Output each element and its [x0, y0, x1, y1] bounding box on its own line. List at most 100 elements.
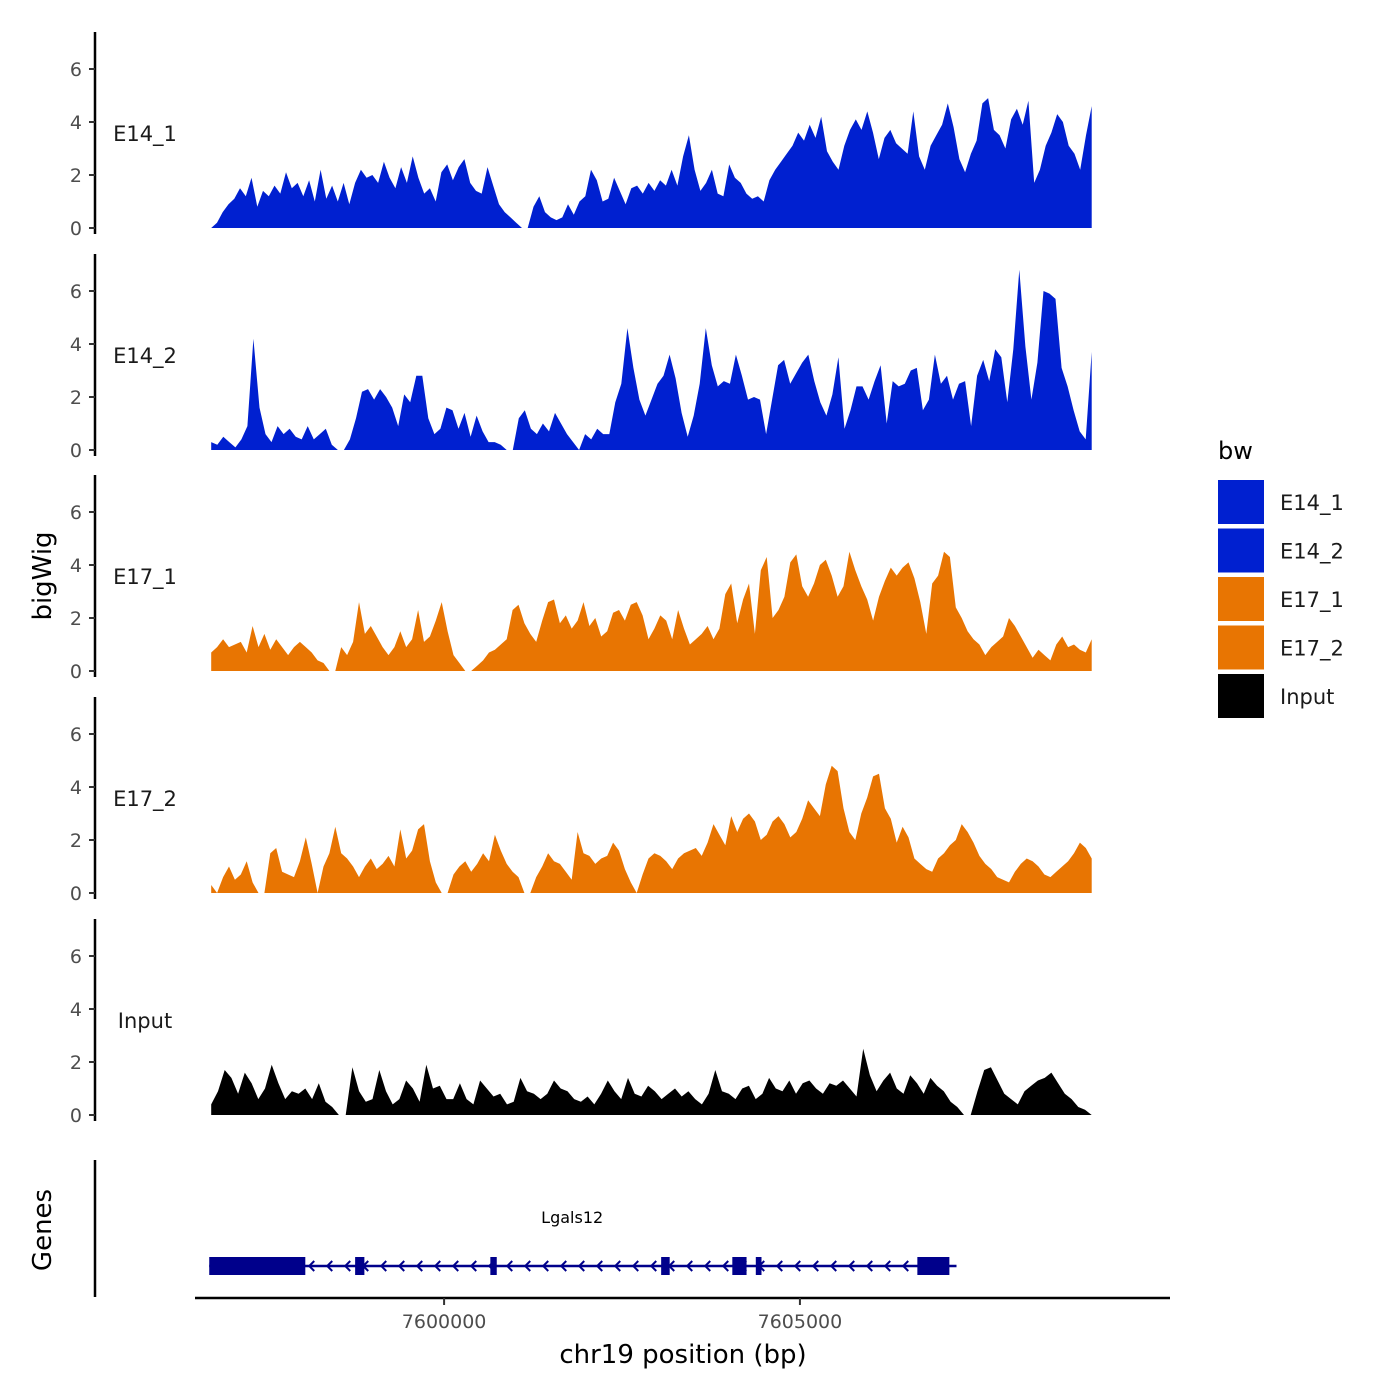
y-tick-label: 4: [70, 777, 82, 799]
y-tick-label: 4: [70, 999, 82, 1021]
y-tick-label: 0: [70, 883, 82, 905]
strand-chevron: [703, 1260, 711, 1272]
strand-chevron: [469, 1260, 477, 1272]
gene-track: Lgals12: [93, 1160, 957, 1297]
gene-exon: [732, 1257, 747, 1275]
legend-label: Input: [1280, 685, 1334, 709]
gene-exon: [661, 1257, 670, 1275]
x-tick-label: 7605000: [758, 1311, 843, 1333]
y-tick-label: 0: [70, 440, 82, 462]
track-E17_2: 0 2 4 6 E17_2: [70, 697, 1092, 905]
strand-chevron: [829, 1260, 837, 1272]
strand-chevron: [847, 1260, 855, 1272]
gene-exon: [490, 1257, 497, 1275]
track-E14_1: 0 2 4 6 E14_1: [70, 32, 1092, 240]
signal-area-Input: [211, 1048, 1092, 1115]
legend-label: E14_1: [1280, 491, 1344, 516]
gene-track-title: Genes: [28, 1189, 58, 1271]
track-label: E17_1: [113, 565, 177, 590]
strand-chevron: [577, 1260, 585, 1272]
track-Input: 0 2 4 6 Input: [70, 919, 1092, 1127]
legend: E14_1 E14_2 E17_1 E17_2 Input: [1218, 480, 1344, 718]
legend-label: E17_1: [1280, 588, 1344, 613]
track-label: E14_1: [113, 122, 177, 147]
strand-chevron: [631, 1260, 639, 1272]
legend-swatch: [1218, 674, 1264, 718]
strand-chevron: [451, 1260, 459, 1272]
gene-exon: [355, 1257, 365, 1275]
legend-entry-E14_2: E14_2: [1218, 528, 1344, 573]
y-tick-label: 0: [70, 1105, 82, 1127]
strand-chevron: [595, 1260, 603, 1272]
gene-Lgals12: Lgals12: [209, 1208, 957, 1275]
legend-label: E17_2: [1280, 637, 1344, 662]
y-tick-label: 6: [70, 502, 82, 524]
y-tick-label: 0: [70, 218, 82, 240]
gene-exon: [209, 1257, 306, 1275]
track-panels: 0 2 4 6 E14_1 0 2 4 6 E14_2 0 2 4 6 E17_1 0 2 4 6 E17_2 0 2 4 6…: [70, 32, 1092, 1127]
y-tick-label: 4: [70, 555, 82, 577]
strand-chevron: [379, 1260, 387, 1272]
strand-chevron: [811, 1260, 819, 1272]
strand-chevron: [343, 1260, 351, 1272]
strand-chevron: [397, 1260, 405, 1272]
y-tick-label: 6: [70, 281, 82, 303]
strand-chevron: [793, 1260, 801, 1272]
gene-name-label: Lgals12: [541, 1208, 603, 1227]
y-tick-label: 0: [70, 661, 82, 683]
legend-swatch: [1218, 625, 1264, 670]
track-label: E17_2: [113, 787, 177, 812]
strand-chevron: [901, 1260, 909, 1272]
legend-swatch: [1218, 577, 1264, 621]
legend-entry-Input: Input: [1218, 674, 1334, 718]
y-tick-label: 2: [70, 1052, 82, 1074]
strand-chevron: [685, 1260, 693, 1272]
strand-chevron: [307, 1260, 315, 1272]
strand-chevron: [613, 1260, 621, 1272]
strand-chevron: [775, 1260, 783, 1272]
strand-chevron: [649, 1260, 657, 1272]
signal-area-E17_2: [211, 765, 1092, 893]
strand-chevron: [415, 1260, 423, 1272]
y-axis-title: bigWig: [28, 531, 58, 620]
legend-entry-E14_1: E14_1: [1218, 480, 1344, 524]
legend-entry-E17_1: E17_1: [1218, 577, 1344, 621]
y-tick-label: 6: [70, 946, 82, 968]
strand-chevron: [523, 1260, 531, 1272]
legend-swatch: [1218, 480, 1264, 524]
y-tick-label: 4: [70, 112, 82, 134]
track-E17_1: 0 2 4 6 E17_1: [70, 475, 1092, 683]
y-tick-label: 4: [70, 334, 82, 356]
strand-chevron: [433, 1260, 441, 1272]
strand-chevron: [883, 1260, 891, 1272]
gene-exon: [917, 1257, 950, 1275]
signal-area-E17_1: [211, 551, 1092, 671]
x-axis-title: chr19 position (bp): [559, 1340, 806, 1370]
legend-swatch: [1218, 528, 1264, 573]
track-label: Input: [118, 1009, 172, 1033]
strand-chevron: [865, 1260, 873, 1272]
y-tick-label: 6: [70, 59, 82, 81]
legend-entry-E17_2: E17_2: [1218, 625, 1344, 670]
track-E14_2: 0 2 4 6 E14_2: [70, 254, 1092, 462]
x-tick-label: 7600000: [402, 1311, 487, 1333]
gene-exon: [755, 1257, 762, 1275]
strand-chevron: [721, 1260, 729, 1272]
signal-area-E14_2: [211, 269, 1092, 450]
legend-label: E14_2: [1280, 540, 1344, 565]
y-tick-label: 2: [70, 165, 82, 187]
y-tick-label: 6: [70, 724, 82, 746]
strand-chevron: [325, 1260, 333, 1272]
y-tick-label: 2: [70, 387, 82, 409]
strand-chevron: [505, 1260, 513, 1272]
strand-chevron: [559, 1260, 567, 1272]
strand-chevron: [541, 1260, 549, 1272]
y-tick-label: 2: [70, 830, 82, 852]
legend-title: bw: [1218, 437, 1253, 465]
x-axis: 7600000 7605000: [195, 1296, 1170, 1333]
signal-area-E14_1: [211, 98, 1092, 228]
track-label: E14_2: [113, 344, 177, 369]
y-tick-label: 2: [70, 608, 82, 630]
